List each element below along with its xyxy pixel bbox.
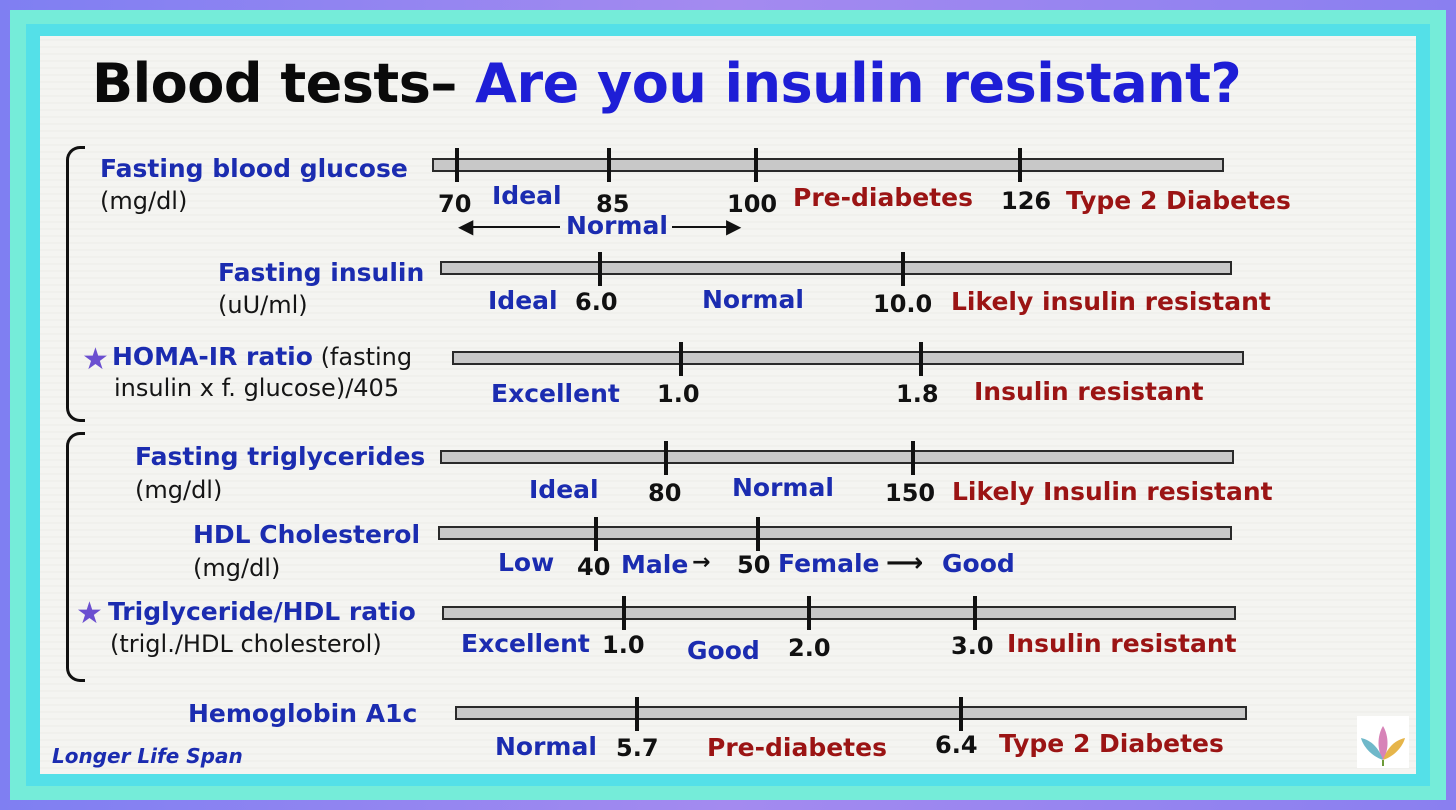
normal-arrow-line-left [468, 226, 560, 228]
a1c-value-57: 5.7 [616, 734, 659, 762]
trig-label: Fasting triglycerides [135, 442, 426, 471]
glucose-tick-100 [754, 148, 758, 182]
star-icon: ★ [82, 342, 109, 377]
ratio-formula: (trigl./HDL cholesterol) [110, 630, 382, 658]
a1c-tick-57 [635, 697, 639, 731]
hdl-label: HDL Cholesterol [193, 520, 421, 549]
ratio-zone-excellent: Excellent [461, 629, 590, 658]
glucose-zone-normal: Normal [566, 211, 668, 240]
homa-zone-excellent: Excellent [491, 379, 620, 408]
page-title: Blood tests– Are you insulin resistant? [92, 52, 1242, 115]
ratio-zone-resistant: Insulin resistant [1007, 629, 1237, 658]
glucose-tick-126 [1018, 148, 1022, 182]
trig-bar [440, 450, 1234, 464]
hdl-tick-50 [756, 517, 760, 551]
star-icon: ★ [76, 596, 103, 631]
hdl-value-40: 40 [577, 553, 611, 581]
trig-tick-150 [911, 441, 915, 475]
glucose-tick-70 [455, 148, 459, 182]
a1c-bar [455, 706, 1247, 720]
homa-bar [452, 351, 1244, 365]
homa-tick-18 [919, 342, 923, 376]
arrow-right-icon: ⟶ [886, 548, 924, 578]
ratio-value-2: 2.0 [788, 634, 831, 662]
ratio-tick-3 [973, 596, 977, 630]
normal-arrow-line-right [672, 226, 734, 228]
trig-zone-ideal: Ideal [529, 475, 599, 504]
insulin-value-6: 6.0 [575, 288, 618, 316]
arrow-right-icon: → [692, 550, 711, 575]
glucose-unit: (mg/dl) [100, 187, 188, 215]
glucose-value-85: 85 [596, 190, 630, 218]
insulin-tick-6 [598, 252, 602, 286]
glucose-value-126: 126 [1001, 187, 1052, 215]
insulin-zone-normal: Normal [702, 285, 804, 314]
glucose-zone-diabetes: Type 2 Diabetes [1066, 186, 1291, 215]
ratio-tick-1 [622, 596, 626, 630]
a1c-zone-prediabetes: Pre-diabetes [707, 733, 887, 762]
insulin-value-10: 10.0 [873, 290, 933, 318]
glucose-tick-85 [607, 148, 611, 182]
a1c-label: Hemoglobin A1c [188, 699, 418, 728]
group-brace-bottom [66, 432, 85, 682]
hdl-tick-40 [594, 517, 598, 551]
ratio-label: Triglyceride/HDL ratio [108, 597, 416, 626]
insulin-zone-resistant: Likely insulin resistant [951, 287, 1271, 316]
insulin-tick-10 [901, 252, 905, 286]
homa-label-main: HOMA-IR ratio [112, 342, 313, 371]
ratio-value-3: 3.0 [951, 632, 994, 660]
hdl-zone-low: Low [498, 548, 555, 577]
group-brace-top [66, 146, 85, 422]
insulin-unit: (uU/ml) [218, 291, 308, 319]
ratio-tick-2 [807, 596, 811, 630]
homa-zone-resistant: Insulin resistant [974, 377, 1204, 406]
a1c-zone-diabetes: Type 2 Diabetes [999, 729, 1224, 758]
arrow-left-head: ◀ [458, 214, 474, 238]
trig-value-150: 150 [885, 479, 936, 507]
ratio-zone-good: Good [687, 636, 760, 665]
trig-value-80: 80 [648, 479, 682, 507]
brand-name: Longer Life Span [52, 744, 243, 768]
hdl-zone-good: Good [942, 549, 1015, 578]
glucose-label: Fasting blood glucose [100, 154, 408, 183]
glucose-zone-ideal: Ideal [492, 181, 562, 210]
leaf-logo-icon [1357, 716, 1409, 768]
hdl-zone-female: Female [778, 549, 880, 578]
homa-formula: insulin x f. glucose)/405 [114, 374, 400, 402]
homa-tick-1 [679, 342, 683, 376]
ratio-bar [442, 606, 1236, 620]
title-main: Blood tests– [92, 52, 457, 115]
ratio-value-1: 1.0 [602, 631, 645, 659]
homa-value-1: 1.0 [657, 380, 700, 408]
trig-tick-80 [664, 441, 668, 475]
glucose-value-100: 100 [727, 190, 778, 218]
hdl-bar [438, 526, 1232, 540]
homa-label-rest: (fasting [312, 343, 413, 371]
insulin-bar [440, 261, 1232, 275]
hdl-unit: (mg/dl) [193, 554, 281, 582]
a1c-tick-64 [959, 697, 963, 731]
insulin-label: Fasting insulin [218, 258, 425, 287]
glucose-value-70: 70 [438, 190, 472, 218]
glucose-bar [432, 158, 1224, 172]
hdl-zone-male: Male [621, 550, 689, 579]
insulin-zone-ideal: Ideal [488, 286, 558, 315]
trig-zone-resistant: Likely Insulin resistant [952, 477, 1273, 506]
glucose-zone-prediabetes: Pre-diabetes [793, 183, 973, 212]
homa-label: HOMA-IR ratio (fasting [112, 342, 412, 371]
trig-zone-normal: Normal [732, 473, 834, 502]
hdl-value-50: 50 [737, 551, 771, 579]
a1c-zone-normal: Normal [495, 732, 597, 761]
homa-value-18: 1.8 [896, 380, 939, 408]
a1c-value-64: 6.4 [935, 731, 978, 759]
title-question: Are you insulin resistant? [475, 52, 1242, 115]
arrow-right-head: ▶ [726, 214, 742, 238]
trig-unit: (mg/dl) [135, 476, 223, 504]
